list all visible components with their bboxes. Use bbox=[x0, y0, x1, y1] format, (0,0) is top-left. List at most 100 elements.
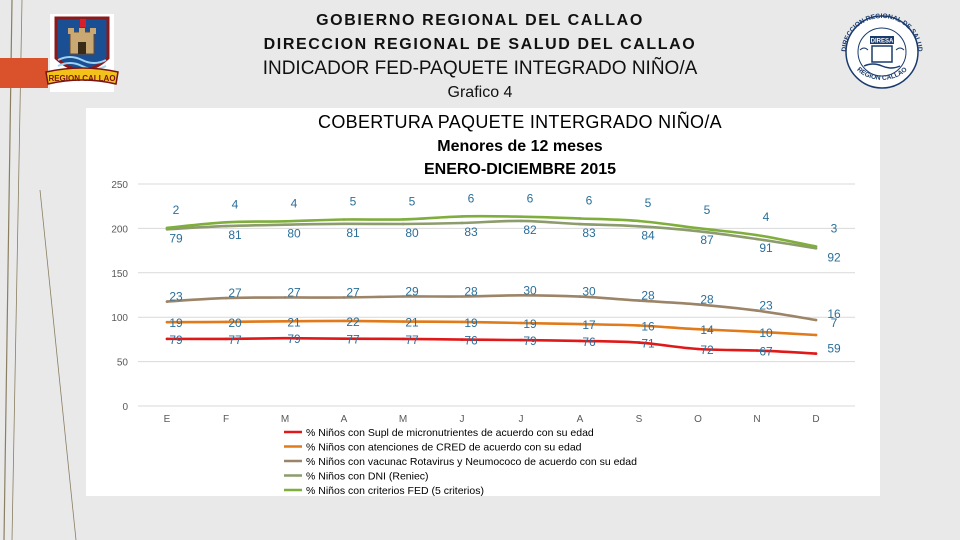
data-point-vacunas bbox=[342, 296, 346, 299]
chart-period: ENERO-DICIEMBRE 2015 bbox=[423, 161, 617, 178]
x-tick-label: M bbox=[399, 414, 407, 425]
data-point-dni bbox=[224, 224, 228, 228]
data-label-vacunas: 27 bbox=[228, 286, 242, 300]
series-line-fed bbox=[165, 214, 818, 248]
data-point-fed bbox=[519, 215, 523, 218]
data-point-fed bbox=[165, 226, 169, 230]
data-point-vacunas bbox=[460, 295, 464, 298]
header-gobierno: GOBIERNO REGIONAL DEL CALLAO bbox=[316, 12, 644, 29]
data-point-fed bbox=[814, 245, 818, 248]
data-label-supl: 76 bbox=[464, 334, 478, 348]
data-point-cred bbox=[460, 320, 464, 324]
data-label-fed: 5 bbox=[645, 196, 652, 210]
data-label-vacunas: 28 bbox=[641, 289, 655, 303]
data-label-dni: 82 bbox=[523, 223, 537, 237]
legend-label: % Niños con atenciones de CRED de acuerd… bbox=[306, 442, 582, 454]
region-callao-logo: REGION CALLAO bbox=[45, 14, 119, 92]
data-label-cred: 10 bbox=[759, 326, 773, 340]
data-point-supl bbox=[637, 341, 641, 344]
data-label-vacunas: 30 bbox=[523, 283, 537, 297]
data-label-cred: 14 bbox=[700, 323, 714, 337]
x-tick-label: S bbox=[636, 414, 643, 425]
data-label-vacunas: 27 bbox=[346, 285, 360, 299]
legend-item-fed: % Niños con criterios FED (5 criterios) bbox=[284, 485, 484, 497]
data-point-dni bbox=[519, 219, 523, 223]
diresa-logo: DIRECCION REGIONAL DE SALUD REGION CALLA… bbox=[841, 13, 923, 89]
data-point-supl bbox=[519, 338, 523, 342]
data-point-cred bbox=[519, 321, 523, 325]
data-label-vacunas: 28 bbox=[464, 285, 478, 299]
legend-label: % Niños con criterios FED (5 criterios) bbox=[306, 485, 484, 497]
data-point-fed bbox=[401, 218, 405, 221]
data-label-supl: 72 bbox=[700, 343, 714, 357]
data-label-supl: 76 bbox=[582, 335, 596, 349]
data-point-fed bbox=[637, 219, 641, 223]
data-label-cred: 7 bbox=[831, 316, 838, 330]
data-point-fed bbox=[283, 219, 287, 223]
data-point-fed bbox=[342, 218, 346, 221]
x-tick-label: A bbox=[577, 414, 584, 425]
data-label-cred: 21 bbox=[405, 316, 419, 330]
series-lines bbox=[165, 214, 818, 355]
series-line-dni bbox=[165, 219, 818, 250]
y-tick-label: 0 bbox=[122, 402, 128, 413]
header-direccion: DIRECCION REGIONAL DE SALUD DEL CALLAO bbox=[263, 36, 697, 53]
data-label-vacunas: 27 bbox=[287, 285, 301, 299]
data-point-vacunas bbox=[165, 300, 169, 303]
data-label-cred: 19 bbox=[464, 316, 478, 330]
data-label-supl: 79 bbox=[169, 333, 183, 347]
data-label-fed: 6 bbox=[586, 193, 593, 207]
data-point-supl bbox=[460, 338, 464, 341]
data-label-cred: 19 bbox=[169, 316, 183, 330]
data-label-dni: 80 bbox=[405, 226, 419, 240]
data-label-dni: 92 bbox=[827, 250, 841, 264]
data-point-vacunas bbox=[401, 295, 405, 298]
data-label-cred: 20 bbox=[228, 316, 242, 330]
y-tick-label: 250 bbox=[111, 180, 128, 191]
data-label-fed: 5 bbox=[704, 203, 711, 217]
x-tick-label: E bbox=[164, 414, 171, 425]
data-label-supl: 59 bbox=[827, 342, 841, 356]
data-point-dni bbox=[283, 223, 287, 226]
data-point-cred bbox=[696, 327, 700, 331]
data-label-vacunas: 23 bbox=[759, 299, 773, 313]
data-point-supl bbox=[814, 352, 818, 355]
data-label-vacunas: 23 bbox=[169, 290, 183, 304]
x-tick-label: N bbox=[753, 414, 760, 425]
data-point-supl bbox=[165, 337, 169, 341]
data-point-cred bbox=[283, 319, 287, 323]
data-point-dni bbox=[460, 221, 464, 225]
x-tick-label: M bbox=[281, 414, 289, 425]
data-label-fed: 4 bbox=[291, 196, 298, 210]
series-line-vacunas bbox=[165, 293, 818, 322]
data-label-supl: 71 bbox=[641, 337, 655, 351]
x-tick-label: A bbox=[341, 414, 348, 425]
data-point-dni bbox=[342, 222, 346, 226]
data-label-dni: 79 bbox=[169, 231, 183, 245]
data-point-supl bbox=[342, 337, 346, 340]
data-point-supl bbox=[283, 336, 287, 340]
data-label-fed: 6 bbox=[468, 191, 475, 205]
data-point-fed bbox=[696, 226, 700, 230]
legend-item-vacunas: % Niños con vacunac Rotavirus y Neumococ… bbox=[284, 456, 637, 468]
data-point-fed bbox=[460, 215, 464, 218]
data-label-dni: 84 bbox=[641, 228, 655, 242]
data-point-dni bbox=[578, 222, 582, 226]
data-label-supl: 67 bbox=[759, 345, 773, 359]
data-label-dni: 91 bbox=[759, 241, 773, 255]
data-label-fed: 6 bbox=[527, 192, 534, 206]
data-point-supl bbox=[401, 337, 405, 341]
left-logo-text: REGION CALLAO bbox=[48, 74, 115, 83]
data-label-dni: 81 bbox=[228, 228, 242, 242]
data-point-cred bbox=[814, 333, 818, 337]
data-point-fed bbox=[224, 220, 228, 224]
legend-item-supl: % Niños con Supl de micronutrientes de a… bbox=[284, 427, 594, 439]
chart-title: COBERTURA PAQUETE INTERGRADO NIÑO/A bbox=[318, 112, 722, 132]
data-label-supl: 77 bbox=[228, 333, 242, 347]
data-label-cred: 21 bbox=[287, 315, 301, 329]
data-point-supl bbox=[224, 337, 228, 341]
data-point-dni bbox=[696, 229, 700, 233]
y-tick-label: 100 bbox=[111, 313, 128, 324]
legend-label: % Niños con Supl de micronutrientes de a… bbox=[306, 427, 594, 439]
data-point-cred bbox=[224, 320, 228, 324]
